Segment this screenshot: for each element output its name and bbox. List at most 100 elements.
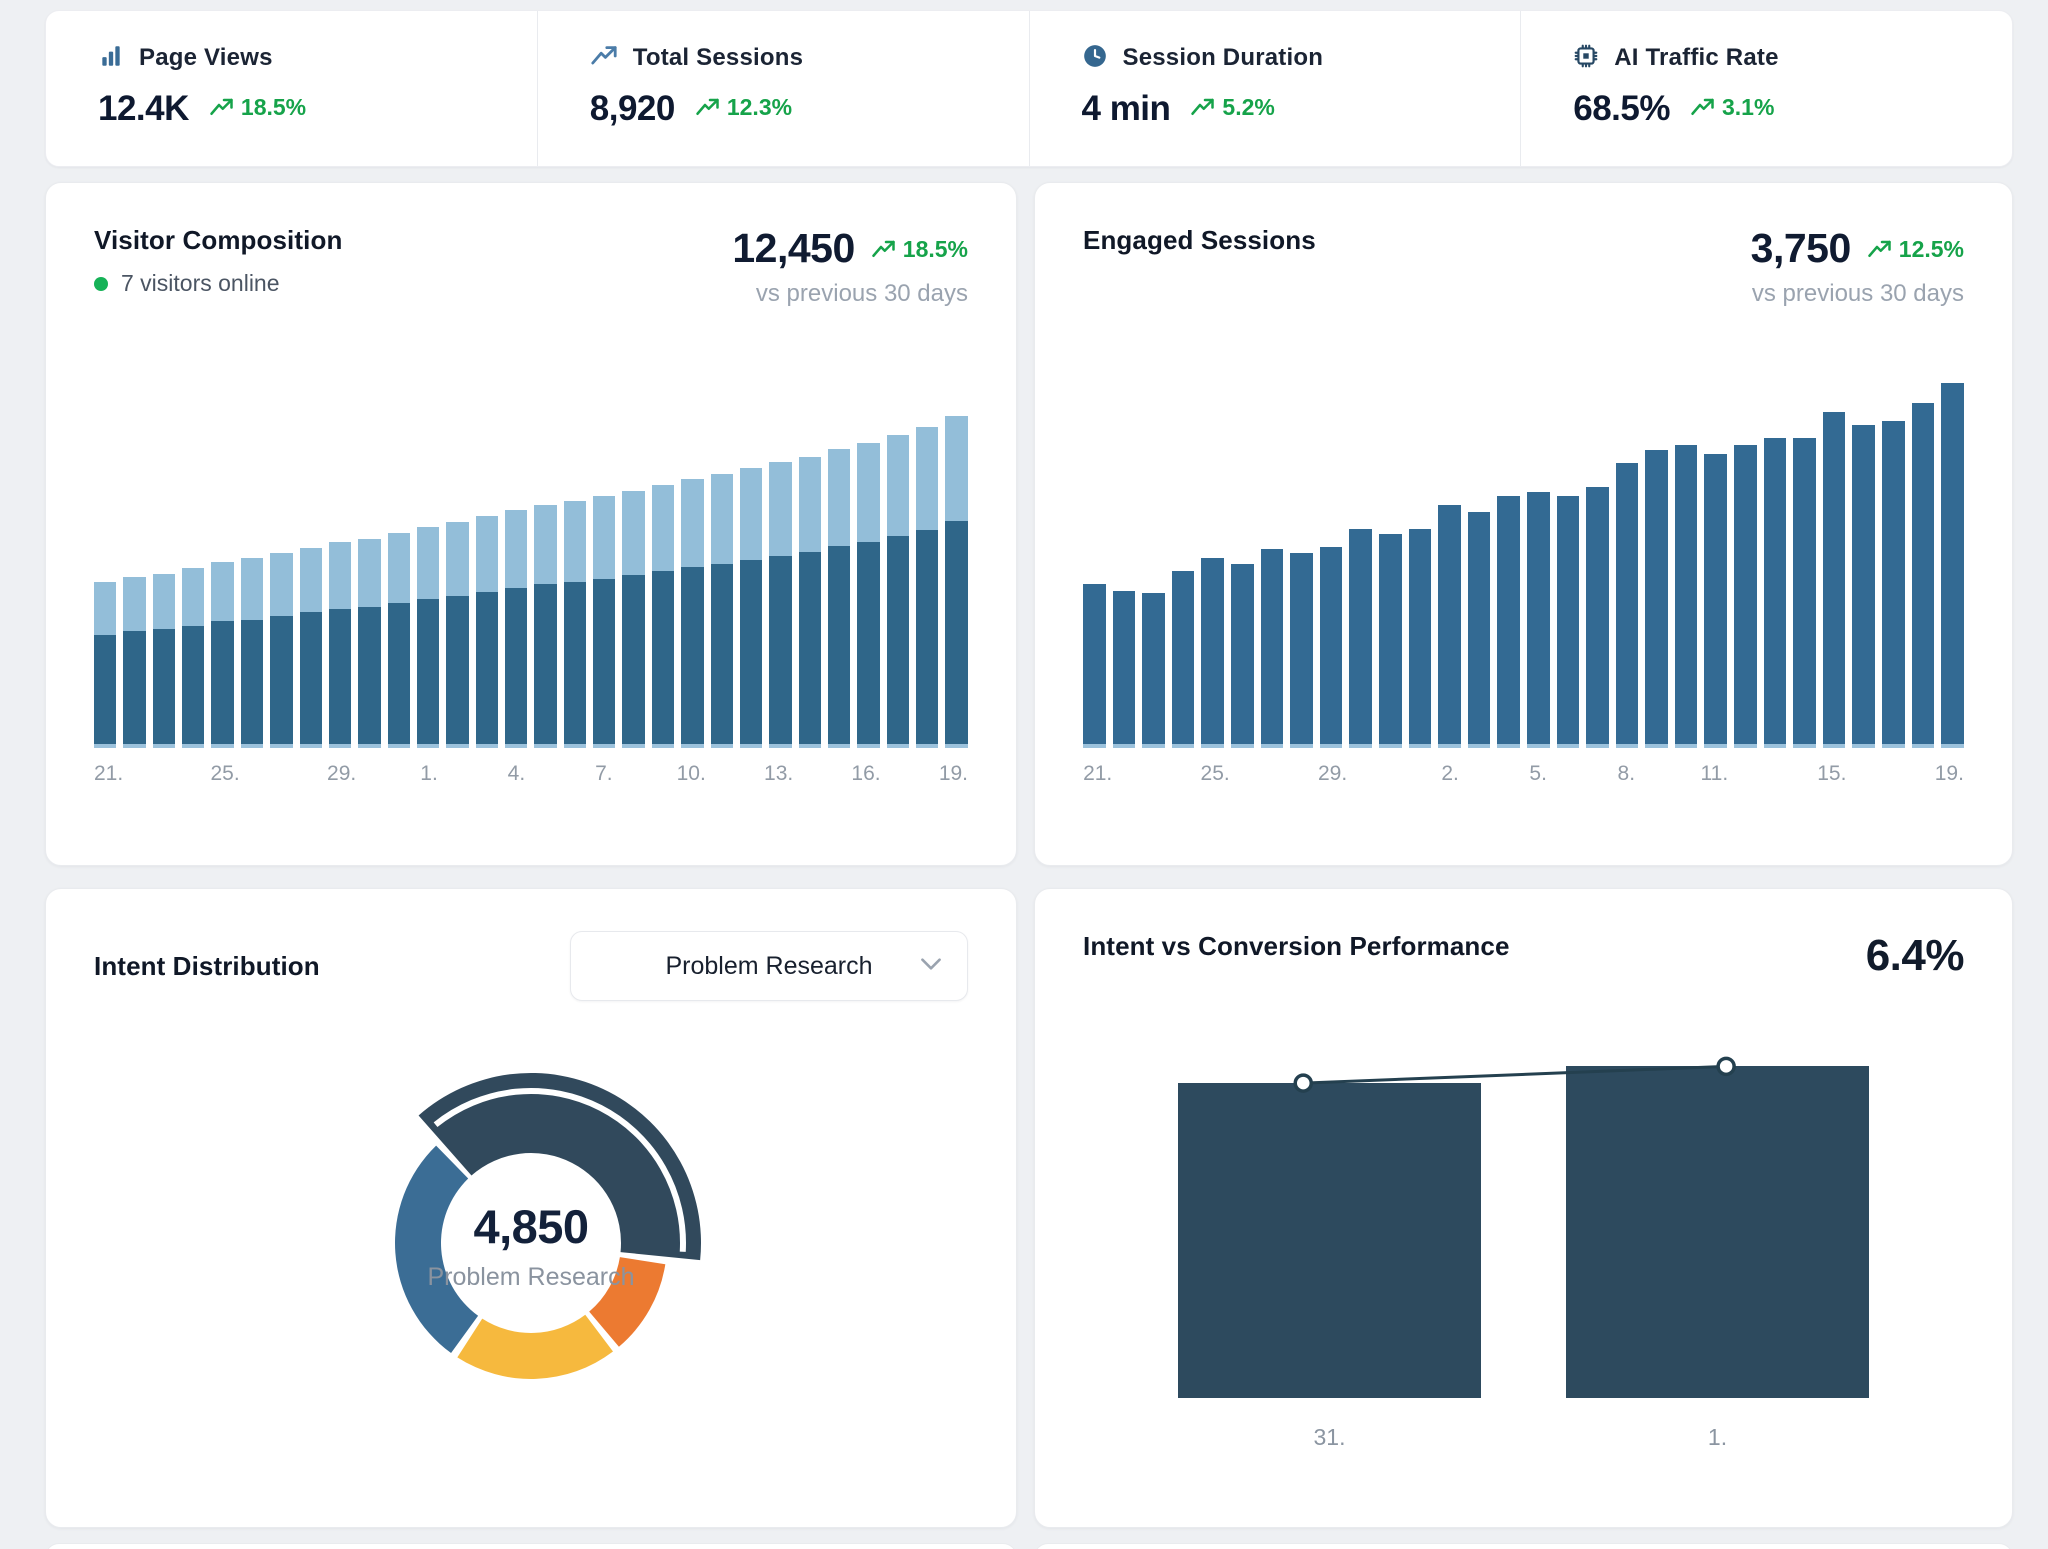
bar[interactable] xyxy=(387,328,410,748)
bar[interactable] xyxy=(475,328,499,748)
bar-segment-dark xyxy=(416,599,440,748)
kpi-label: Session Duration xyxy=(1122,44,1324,71)
bar[interactable] xyxy=(1763,328,1787,748)
bar[interactable] xyxy=(1497,328,1520,748)
bar[interactable] xyxy=(622,328,645,748)
bar-segment xyxy=(1911,402,1935,748)
bar[interactable] xyxy=(710,328,733,748)
bar[interactable] xyxy=(1290,328,1313,748)
donut-slice-3[interactable] xyxy=(394,1145,479,1354)
bar[interactable] xyxy=(240,328,264,748)
bar[interactable] xyxy=(1378,328,1402,748)
bar[interactable] xyxy=(798,328,821,748)
donut-slice-2[interactable] xyxy=(457,1314,613,1379)
bar-segment-light xyxy=(240,558,264,620)
bar-segment-dark xyxy=(446,595,469,748)
bar[interactable] xyxy=(1438,328,1461,748)
bar[interactable] xyxy=(505,328,528,748)
bar[interactable] xyxy=(1201,328,1224,748)
stat-caption: vs previous 30 days xyxy=(1751,280,1964,307)
bar[interactable] xyxy=(534,328,557,748)
bar-segment xyxy=(1349,528,1372,748)
bar[interactable] xyxy=(1556,328,1580,748)
bar[interactable] xyxy=(416,328,440,748)
bar[interactable] xyxy=(916,328,939,748)
bar[interactable] xyxy=(152,328,176,748)
bar[interactable] xyxy=(1142,328,1165,748)
bar[interactable] xyxy=(1674,328,1698,748)
donut-slice-1[interactable] xyxy=(589,1257,666,1347)
bar-segment xyxy=(1763,437,1787,748)
trend-up-icon xyxy=(1868,240,1891,257)
x-axis-label: 25. xyxy=(210,762,240,785)
bar[interactable] xyxy=(593,328,616,748)
bar[interactable] xyxy=(739,328,763,748)
bar-segment-dark xyxy=(916,529,939,748)
conversion-bar[interactable] xyxy=(1178,1083,1481,1398)
bar[interactable] xyxy=(1112,328,1136,748)
bar[interactable] xyxy=(1822,328,1846,748)
bar[interactable] xyxy=(1526,328,1550,748)
intent-select-dropdown[interactable]: Problem Research xyxy=(570,931,968,1001)
bar-segment-dark xyxy=(563,582,587,748)
bar[interactable] xyxy=(651,328,675,748)
bar[interactable] xyxy=(1349,328,1372,748)
x-axis-label: 1. xyxy=(420,762,438,785)
conversion-rate-value: 6.4% xyxy=(1865,931,1965,980)
bar[interactable] xyxy=(563,328,587,748)
bar[interactable] xyxy=(1852,328,1876,748)
bar[interactable] xyxy=(1615,328,1639,748)
bar[interactable] xyxy=(827,328,851,748)
bar[interactable] xyxy=(446,328,469,748)
bar[interactable] xyxy=(182,328,205,748)
bar[interactable] xyxy=(1171,328,1195,748)
bar[interactable] xyxy=(1260,328,1284,748)
bar-segment-light xyxy=(593,496,616,579)
bar[interactable] xyxy=(1645,328,1668,748)
bar[interactable] xyxy=(1911,328,1935,748)
bar-segment-light xyxy=(710,473,733,564)
partial-card xyxy=(1034,1543,2013,1549)
bar-segment-dark xyxy=(505,587,528,748)
x-axis-label: 15. xyxy=(1817,762,1847,785)
bar[interactable] xyxy=(1408,328,1432,748)
bar[interactable] xyxy=(328,328,352,748)
bar[interactable] xyxy=(857,328,880,748)
bar[interactable] xyxy=(123,328,146,748)
bar-segment xyxy=(1586,486,1609,748)
bar-segment-light xyxy=(827,449,851,547)
bar[interactable] xyxy=(1941,328,1964,748)
donut-slice-problem-research[interactable] xyxy=(418,1073,701,1261)
kpi-value: 8,920 xyxy=(589,89,676,128)
bar[interactable] xyxy=(886,328,910,748)
bar[interactable] xyxy=(945,328,968,748)
bar-segment-dark xyxy=(827,546,851,748)
bar[interactable] xyxy=(1586,328,1609,748)
bar[interactable] xyxy=(1734,328,1757,748)
bar[interactable] xyxy=(769,328,792,748)
bar[interactable] xyxy=(358,328,381,748)
bar[interactable] xyxy=(1793,328,1816,748)
bar[interactable] xyxy=(299,328,322,748)
bar[interactable] xyxy=(94,328,117,748)
bar[interactable] xyxy=(1319,328,1343,748)
conversion-bar[interactable] xyxy=(1566,1066,1869,1398)
bar-segment-light xyxy=(945,415,968,522)
bar-segment-light xyxy=(152,574,176,630)
bar[interactable] xyxy=(1467,328,1491,748)
bar-segment-light xyxy=(446,521,469,596)
bar[interactable] xyxy=(1882,328,1905,748)
bar-segment-dark xyxy=(857,542,880,748)
bar[interactable] xyxy=(211,328,234,748)
visitors-online-status: 7 visitors online xyxy=(94,270,342,297)
engaged-sessions-chart: 21. 25. 29. 2. 5. 8. 11. 15. 19. xyxy=(1083,328,1964,806)
bar[interactable] xyxy=(270,328,293,748)
bar-segment-dark xyxy=(94,634,117,748)
trend-up-icon xyxy=(696,98,719,115)
bar[interactable] xyxy=(1230,328,1254,748)
bar[interactable] xyxy=(681,328,704,748)
kpi-session-duration: Session Duration 4 min 5.2% xyxy=(1028,11,1521,166)
bar[interactable] xyxy=(1704,328,1728,748)
bar[interactable] xyxy=(1083,328,1106,748)
intent-distribution-card: Intent Distribution Problem Research 4,8… xyxy=(45,888,1017,1528)
